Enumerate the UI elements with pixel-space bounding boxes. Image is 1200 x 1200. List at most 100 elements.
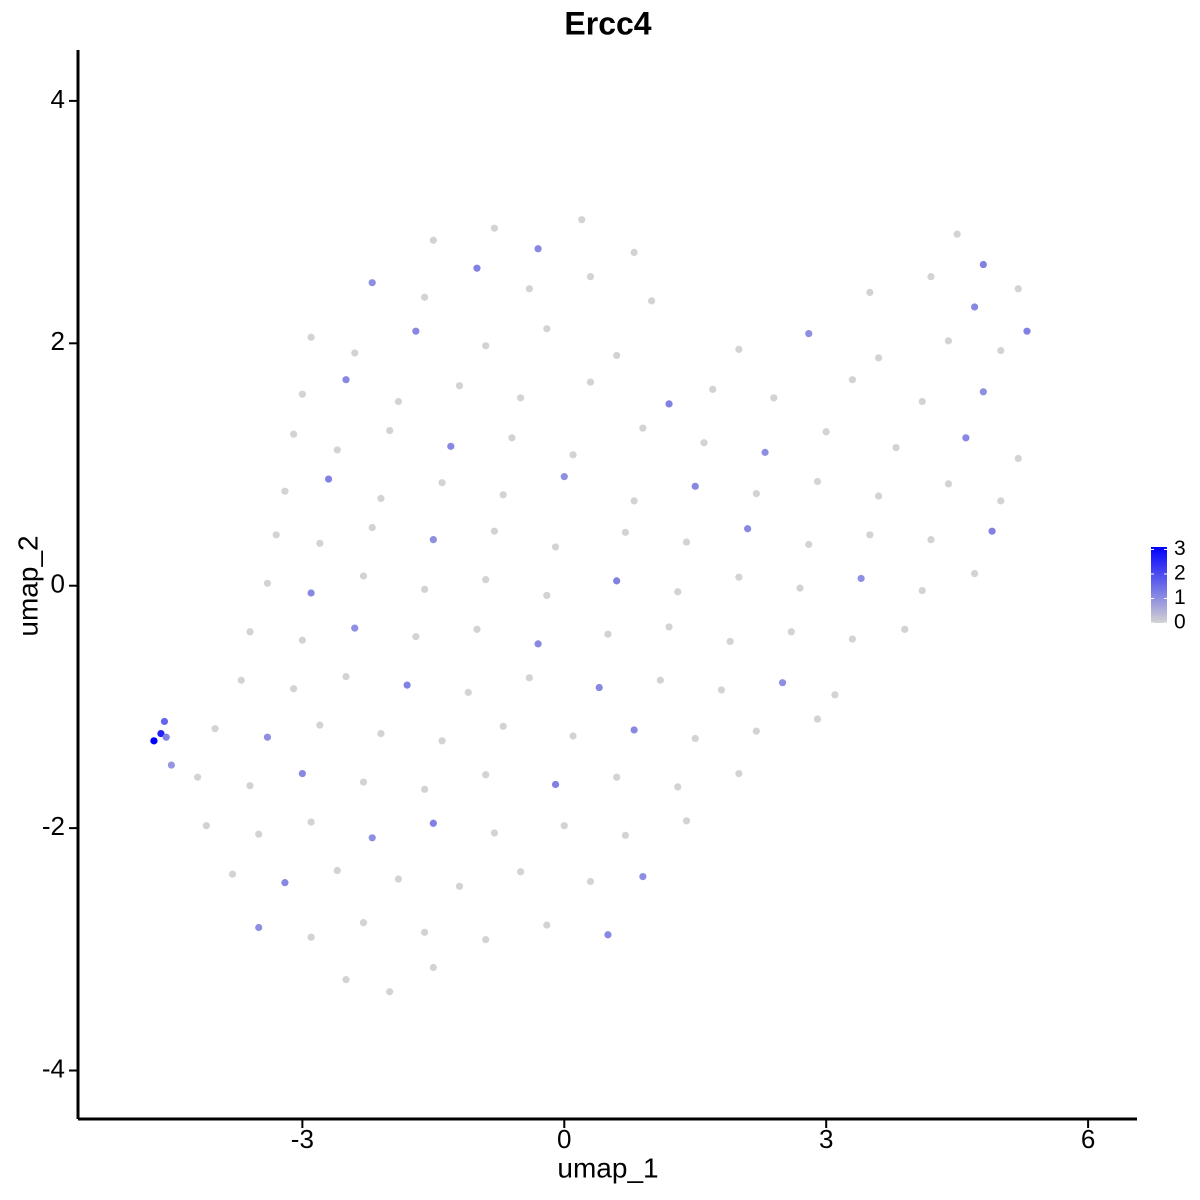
point (368, 834, 376, 842)
y-tick-label: 4 (51, 84, 65, 114)
colorbar-tick-label: 3 (1174, 537, 1186, 560)
point (901, 625, 909, 633)
point (420, 293, 429, 301)
point (831, 691, 839, 699)
point (525, 285, 533, 293)
point (735, 345, 743, 353)
point (263, 579, 272, 587)
point (857, 574, 865, 583)
point (1014, 454, 1022, 463)
point (333, 866, 341, 875)
point (569, 732, 577, 740)
point (805, 330, 813, 338)
point (997, 346, 1005, 355)
point (953, 230, 961, 238)
point (412, 633, 420, 641)
y-tick-label: -2 (42, 811, 65, 841)
point (560, 473, 568, 481)
point (543, 325, 551, 333)
point (639, 872, 647, 881)
point (307, 589, 315, 597)
point (595, 683, 603, 692)
point (551, 780, 560, 789)
point (674, 783, 682, 791)
point (944, 337, 953, 345)
point (482, 771, 490, 779)
point (682, 538, 691, 546)
point (647, 297, 656, 305)
point (228, 870, 237, 878)
point (237, 676, 245, 684)
point (377, 729, 385, 738)
point (674, 588, 682, 596)
point (630, 248, 638, 257)
point (586, 273, 595, 281)
point (420, 585, 429, 593)
point (377, 494, 385, 503)
point (429, 536, 437, 544)
point (272, 531, 280, 539)
point (211, 725, 219, 733)
point (429, 819, 437, 827)
point (290, 430, 298, 438)
point (307, 933, 315, 941)
point (744, 525, 752, 533)
point (508, 434, 516, 442)
y-axis-label: umap_2 (12, 535, 43, 636)
point (691, 734, 699, 743)
point (691, 482, 699, 490)
point (429, 236, 437, 244)
point (621, 831, 629, 839)
point (639, 424, 647, 432)
point (517, 868, 525, 876)
point (473, 625, 481, 633)
point (656, 676, 664, 684)
point (586, 877, 595, 886)
point (927, 273, 935, 281)
point (822, 428, 830, 436)
point (971, 569, 979, 578)
point (499, 491, 507, 499)
point (813, 477, 822, 486)
point (726, 637, 734, 646)
point (796, 584, 804, 592)
colorbar-tick-label: 0 (1174, 611, 1186, 634)
point (665, 623, 673, 631)
point (342, 376, 350, 384)
point (263, 733, 272, 741)
point (455, 382, 464, 390)
point (359, 778, 368, 786)
x-tick-label: 0 (557, 1124, 571, 1154)
x-axis-label: umap_1 (557, 1152, 658, 1183)
point (866, 531, 874, 539)
point (420, 785, 429, 793)
point (359, 919, 368, 927)
point (848, 635, 856, 643)
point (333, 446, 341, 454)
point (359, 572, 368, 580)
point (752, 489, 760, 498)
x-tick-label: -3 (291, 1124, 314, 1154)
point (473, 264, 481, 272)
point (770, 394, 778, 402)
y-tick-label: -4 (42, 1053, 65, 1083)
y-tick-label: 0 (51, 569, 65, 599)
point (386, 426, 394, 435)
point (997, 497, 1005, 505)
point (630, 726, 638, 734)
point (1023, 327, 1031, 335)
point (316, 721, 324, 729)
point (813, 715, 822, 723)
point (918, 586, 926, 595)
point (342, 673, 350, 681)
point (438, 737, 446, 745)
point (464, 688, 472, 696)
point (525, 674, 533, 682)
point (971, 303, 979, 311)
point (621, 528, 629, 536)
point (255, 923, 263, 932)
point (613, 577, 621, 585)
point (394, 875, 403, 883)
point (202, 822, 210, 830)
